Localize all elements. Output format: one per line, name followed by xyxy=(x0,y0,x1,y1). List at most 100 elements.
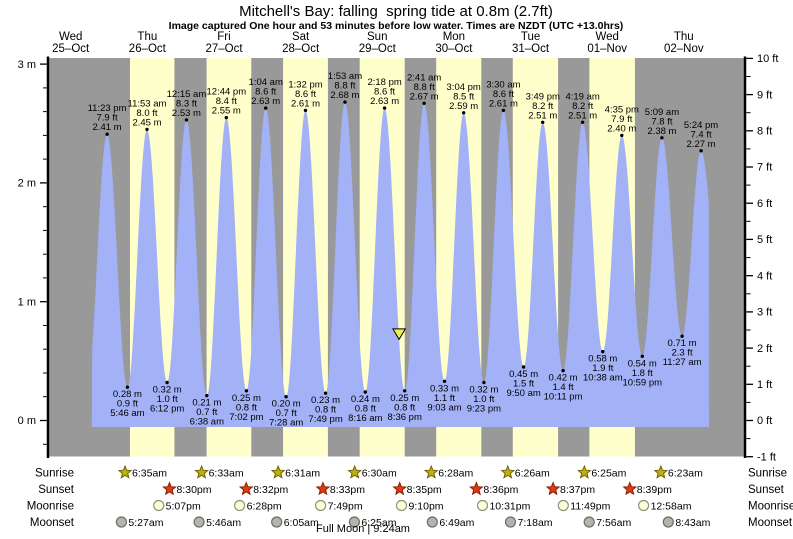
high-tide-annotation: 2:18 pm8.6 ft2.63 m xyxy=(367,77,402,110)
high-tide-time: 4:19 am xyxy=(565,91,599,102)
high-tide-metres: 2.27 m xyxy=(687,139,716,150)
high-tide-annotation: 11:53 am8.0 ft2.45 m xyxy=(128,98,167,132)
high-tide-annotation: 3:04 pm8.5 ft2.59 m xyxy=(447,82,481,115)
low-tide-dot xyxy=(323,391,328,395)
high-tide-dot xyxy=(105,132,109,136)
right-axis-tick-label: 4 ft xyxy=(757,270,772,282)
day-name-label: Sat xyxy=(292,31,310,43)
moonset-circle-icon xyxy=(504,516,517,528)
date-axis: Wed25–OctThu26–OctFri27–OctSat28–OctSun2… xyxy=(52,31,704,55)
high-tide-feet: 7.4 ft xyxy=(691,129,712,140)
high-tide-time: 1:53 am xyxy=(328,71,362,82)
right-axis-tick-label: 3 ft xyxy=(757,307,772,319)
moonset-circle-icon xyxy=(583,516,595,528)
right-axis-tick-label: 0 ft xyxy=(757,415,772,427)
low-tide-annotation: 0.32 m1.0 ft9:23 pm xyxy=(467,380,501,414)
sunset-star-icon xyxy=(469,481,484,496)
low-tide-annotation: 0.45 m1.5 ft9:50 am xyxy=(506,365,541,399)
moonset-time: 8:43am xyxy=(675,517,710,529)
right-axis-tick-label: -1 ft xyxy=(757,451,776,463)
high-tide-metres: 2.59 m xyxy=(449,101,478,112)
chart-title: Mitchell's Bay: falling spring tide at 0… xyxy=(239,3,553,20)
moonrise-circle-icon xyxy=(153,499,165,512)
moonrise-time: 5:07pm xyxy=(166,500,201,512)
low-tide-dot xyxy=(680,334,684,338)
sunset-time: 8:35pm xyxy=(407,484,442,496)
low-tide-time: 10:38 am xyxy=(583,373,623,384)
high-tide-annotation: 2:41 am8.8 ft2.67 m xyxy=(407,72,441,106)
sunset-time: 8:30pm xyxy=(176,484,211,496)
high-tide-time: 12:15 am xyxy=(167,89,207,100)
high-tide-dot xyxy=(660,136,664,140)
low-tide-metres: 0.25 m xyxy=(232,393,261,404)
low-tide-annotation: 0.21 m0.7 ft6:38 am xyxy=(190,393,224,428)
high-tide-dot xyxy=(580,120,585,125)
moonrise-time: 9:10pm xyxy=(409,500,444,512)
low-tide-dot xyxy=(244,389,249,393)
day-name-label: Wed xyxy=(595,31,618,43)
sunrise-star-icon xyxy=(347,464,363,479)
high-tide-time: 1:32 pm xyxy=(288,79,322,90)
sunset-star-icon xyxy=(238,481,254,496)
high-tide-dot xyxy=(303,108,308,113)
high-low-annotations: 11:23 pm7.9 ft2.41 m11:53 am8.0 ft2.45 m… xyxy=(88,71,719,429)
sunset-star-icon xyxy=(315,481,331,496)
low-tide-feet: 1.0 ft xyxy=(473,394,494,405)
high-tide-time: 5:09 am xyxy=(645,107,679,118)
high-tide-dot xyxy=(145,127,149,132)
day-date-label: 26–Oct xyxy=(129,43,167,55)
low-tide-time: 9:03 am xyxy=(427,402,461,413)
day-date-label: 02–Nov xyxy=(664,43,704,55)
high-tide-dot xyxy=(541,120,545,125)
high-tide-annotation: 1:53 am8.8 ft2.68 m xyxy=(328,71,362,104)
low-tide-metres: 0.32 m xyxy=(153,384,182,395)
high-tide-metres: 2.55 m xyxy=(212,106,241,117)
low-tide-feet: 0.9 ft xyxy=(117,399,138,410)
right-axis-tick-label: 2 ft xyxy=(757,343,772,355)
sunset-row-label-right: Sunset xyxy=(748,484,785,496)
sunrise-time: 6:28am xyxy=(438,467,473,479)
high-tide-metres: 2.67 m xyxy=(410,91,439,102)
day-date-label: 30–Oct xyxy=(435,43,473,55)
right-axis-tick-label: 8 ft xyxy=(757,126,772,138)
low-tide-time: 8:36 pm xyxy=(388,412,422,423)
high-tide-dot xyxy=(224,115,228,120)
sunset-star-icon xyxy=(622,481,638,496)
sunset-star-icon xyxy=(545,481,561,496)
day-name-label: Wed xyxy=(59,31,82,43)
moonrise-time: 12:58am xyxy=(651,500,692,512)
low-tide-dot xyxy=(205,393,209,398)
right-axis-tick-label: 6 ft xyxy=(757,198,772,210)
low-tide-dot xyxy=(165,380,169,385)
low-tide-feet: 0.8 ft xyxy=(236,402,257,413)
moonrise-circle-icon xyxy=(315,499,327,512)
moonrise-time: 6:28pm xyxy=(247,500,282,512)
sunset-row-label-left: Sunset xyxy=(38,484,75,496)
low-tide-time: 11:27 am xyxy=(663,357,702,368)
moonset-circle-icon xyxy=(662,516,674,528)
low-tide-dot xyxy=(521,365,526,369)
low-tide-annotation: 0.32 m1.0 ft6:12 pm xyxy=(150,380,184,414)
sunrise-star-icon xyxy=(270,464,286,479)
low-tide-time: 10:59 pm xyxy=(622,377,662,388)
low-tide-time: 9:50 am xyxy=(506,388,540,399)
sunrise-time: 6:25am xyxy=(591,467,626,479)
high-tide-feet: 8.6 ft xyxy=(493,89,514,100)
day-name-label: Thu xyxy=(674,31,694,43)
high-tide-time: 3:04 pm xyxy=(447,82,481,93)
tide-curve xyxy=(91,102,710,427)
high-tide-annotation: 1:04 am8.6 ft2.63 m xyxy=(249,77,283,110)
high-tide-annotation: 3:49 pm8.2 ft2.51 m xyxy=(526,91,560,125)
high-tide-time: 11:53 am xyxy=(128,98,167,109)
day-date-label: 31–Oct xyxy=(512,43,550,55)
high-tide-dot xyxy=(462,111,466,115)
current-time-marker xyxy=(392,328,407,341)
right-axis-tick-label: 5 ft xyxy=(757,234,772,246)
high-tide-annotation: 1:32 pm8.6 ft2.61 m xyxy=(288,79,323,113)
sunrise-time: 6:33am xyxy=(209,467,244,479)
low-tide-time: 6:12 pm xyxy=(150,403,184,414)
moonset-circle-icon xyxy=(426,516,438,528)
